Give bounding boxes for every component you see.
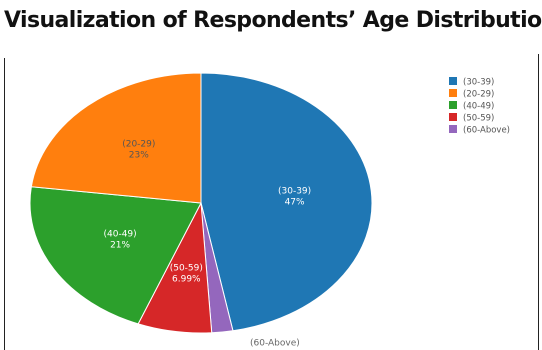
legend-swatch-20-29 (449, 89, 457, 97)
slice-value-30-39: 47% (285, 197, 305, 207)
legend-swatch-30-39 (449, 77, 457, 85)
pie-slice-40-49 (29, 186, 202, 325)
legend-swatch-50-59 (449, 113, 457, 121)
frame-left-border (4, 58, 5, 350)
legend-label-50-59[interactable]: (50-59) (463, 114, 494, 124)
slice-label-30-39: (30-39) (278, 186, 311, 196)
legend-swatch-60-above (449, 125, 457, 133)
slice-label-40-49: (40-49) (104, 229, 137, 239)
slice-label-60-above: (60-Above) (250, 339, 300, 349)
slice-value-20-29: 23% (129, 150, 149, 160)
legend-label-60-above[interactable]: (60-Above) (463, 126, 510, 136)
frame-right-border (538, 54, 539, 350)
pie-slice-30-39 (200, 72, 373, 332)
slice-label-20-29: (20-29) (122, 139, 155, 149)
slice-value-40-49: 21% (110, 240, 130, 250)
legend-label-20-29[interactable]: (20-29) (463, 90, 494, 100)
legend-label-40-49[interactable]: (40-49) (463, 102, 494, 112)
pie-slices (29, 72, 373, 334)
legend-swatch-40-49 (449, 101, 457, 109)
chart-legend: (30-39) (20-29) (40-49) (50-59) (60-Above) (449, 77, 510, 136)
chart-title: Visualization of Respondents’ Age Distri… (4, 8, 542, 33)
slice-label-50-59: (50-59) (170, 264, 203, 274)
legend-label-30-39[interactable]: (30-39) (463, 78, 494, 88)
pie-slice-20-29 (30, 72, 202, 204)
slice-value-50-59: 6.99% (172, 275, 201, 285)
